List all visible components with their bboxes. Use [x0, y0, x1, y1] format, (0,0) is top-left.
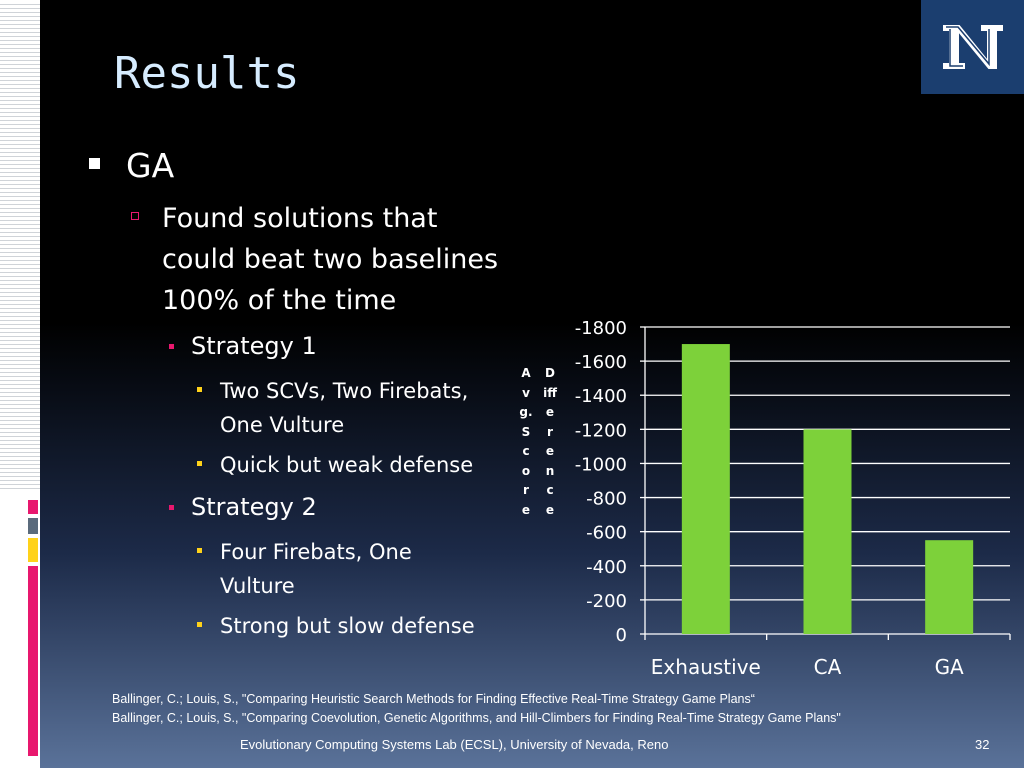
accent-block-pink-long [28, 566, 38, 756]
bar-ga [925, 540, 974, 634]
bullet-s2-units: Four Firebats, One Vulture [197, 535, 412, 603]
s1-units-line-2: One Vulture [220, 413, 345, 437]
bullet-s2-defense: Strong but slow defense [197, 609, 475, 643]
s2-units-line-2: Vulture [220, 574, 295, 598]
yellow-square-bullet-icon [197, 461, 202, 466]
reference-1: Ballinger, C.; Louis, S., "Comparing Heu… [112, 692, 755, 706]
bullet-s1-units: Two SCVs, Two Firebats, One Vulture [197, 374, 469, 442]
y-axis-label-part-1: Avg. Score [519, 366, 537, 517]
accent-block-gray [28, 518, 38, 534]
university-logo [921, 0, 1024, 94]
hollow-square-bullet-icon [131, 212, 139, 220]
reference-2: Ballinger, C.; Louis, S., "Comparing Coe… [112, 711, 841, 725]
strategy-1-text: Strategy 1 [191, 332, 317, 360]
y-tick-label: -1600 [575, 352, 627, 373]
s1-defense-text: Quick but weak defense [220, 453, 474, 477]
y-tick-label: -1800 [575, 318, 627, 339]
strategy-2-text: Strategy 2 [191, 493, 317, 521]
y-tick-label: -200 [586, 591, 627, 612]
y-tick-label: -600 [586, 523, 627, 544]
bullet-found-solutions: Found solutions that could beat two base… [131, 198, 499, 321]
bullet-ga: GA [89, 146, 175, 185]
found-line-3: 100% of the time [162, 285, 397, 316]
yellow-square-bullet-icon [197, 387, 202, 392]
s2-defense-text: Strong but slow defense [220, 614, 475, 638]
bullet-s1-defense: Quick but weak defense [197, 448, 474, 482]
s2-units-line-1: Four Firebats, One [220, 540, 412, 564]
y-tick-label: -1400 [575, 386, 627, 407]
found-line-2: could beat two baselines [162, 244, 499, 275]
square-bullet-icon [89, 158, 100, 169]
y-tick-label: -1000 [575, 454, 627, 475]
yellow-square-bullet-icon [197, 548, 202, 553]
pink-square-bullet-icon [169, 344, 174, 349]
y-tick-label: -800 [586, 489, 627, 510]
left-decorative-strip [0, 0, 40, 768]
references: Ballinger, C.; Louis, S., "Comparing Heu… [112, 690, 841, 728]
y-tick-label: 0 [616, 625, 627, 646]
y-axis-label-part-2: Difference [543, 366, 557, 517]
bar-ca [803, 429, 852, 634]
bullet-strategy-1: Strategy 1 [169, 332, 317, 360]
bullet-ga-text: GA [126, 146, 175, 185]
s1-units-line-1: Two SCVs, Two Firebats, [220, 379, 469, 403]
bullet-strategy-2: Strategy 2 [169, 493, 317, 521]
accent-block-yellow [28, 538, 38, 562]
bar-exhaustive [681, 344, 730, 634]
bar-chart: 0 -200 -400 -600 -800 -1000 -1200 -1400 -1600 -18… [575, 318, 1011, 679]
nevada-n-icon [940, 23, 1005, 71]
footer-text: Evolutionary Computing Systems Lab (ECSL… [240, 737, 669, 752]
x-category-label: CA [814, 655, 842, 679]
slide-title: Results [114, 48, 300, 99]
pink-square-bullet-icon [169, 505, 174, 510]
accent-block-pink [28, 500, 38, 514]
found-line-1: Found solutions that [162, 203, 438, 234]
yellow-square-bullet-icon [197, 622, 202, 627]
x-category-label: GA [935, 655, 964, 679]
x-category-label: Exhaustive [651, 655, 761, 679]
y-tick-label: -400 [586, 557, 627, 578]
page-number: 32 [975, 737, 990, 752]
y-tick-label: -1200 [575, 420, 627, 441]
